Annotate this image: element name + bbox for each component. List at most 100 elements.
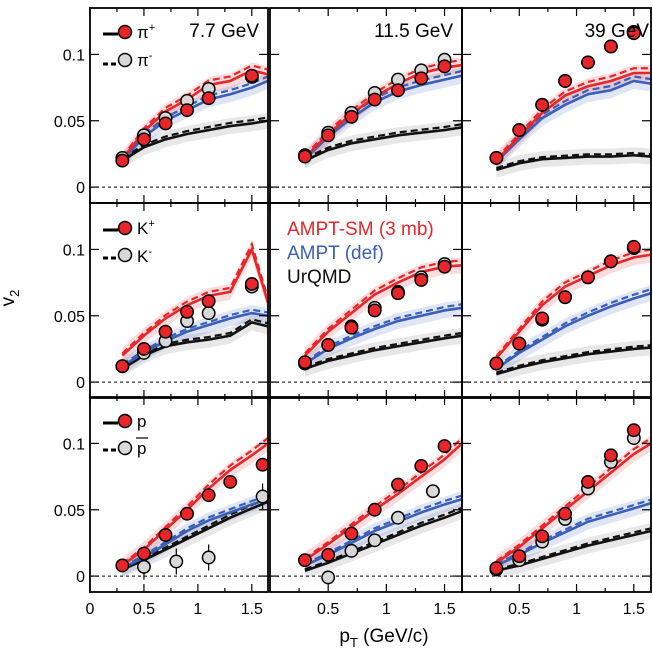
panel-proton-1: 0.5 1 1.5 xyxy=(269,396,463,618)
ampt_sm-line-minus xyxy=(304,437,463,560)
x-axis-label-main: p xyxy=(339,626,350,647)
data-point-plus xyxy=(603,254,618,269)
legend-ampt-sm: AMPT-SM (3 mb) xyxy=(287,219,434,240)
energy-label-39: 39 GeV xyxy=(585,21,650,42)
data-point-plus xyxy=(437,439,452,454)
ampt_sm-line-minus xyxy=(495,437,652,562)
ampt_sm-line-plus xyxy=(495,253,652,360)
urqmd-line-minus xyxy=(496,344,652,374)
data-point-plus xyxy=(391,477,405,492)
data-point-plus xyxy=(367,92,382,107)
data-point-plus xyxy=(367,303,382,318)
legend-kaon-plus-particle: K xyxy=(137,219,149,238)
ampt_def-line-minus xyxy=(495,288,652,368)
data-point-plus xyxy=(255,457,270,472)
data-point-plus xyxy=(321,128,336,143)
legend-pion-plus-marker xyxy=(117,24,133,40)
ampt_def-line-plus xyxy=(495,291,652,370)
panel-frame xyxy=(89,396,269,593)
urqmd-line-minus xyxy=(304,331,463,369)
legend-kaon-plus-label: K+ xyxy=(137,218,155,238)
energy-label-11-5: 11.5 GeV xyxy=(374,21,453,42)
x-tick-label: 1.5 xyxy=(241,601,263,618)
legend-ampt-def: AMPT (def) xyxy=(287,243,384,264)
data-point-plus xyxy=(489,356,504,371)
ampt_def-line-minus xyxy=(304,303,463,363)
data-point-plus xyxy=(344,109,359,124)
ampt_sm-line-minus xyxy=(121,437,269,565)
data-point-plus xyxy=(344,526,359,541)
panel-proton-2: 0.5 1 1.5 xyxy=(461,396,652,618)
ampt_sm-line-plus xyxy=(495,442,652,564)
data-point-plus xyxy=(558,506,573,521)
x-tick-label: 1.5 xyxy=(623,601,645,618)
x-tick-label: 1 xyxy=(572,601,581,618)
x-tick-label: 0.5 xyxy=(508,601,530,618)
data-point-plus xyxy=(367,502,382,517)
y-axis-label-sub: 2 xyxy=(7,290,22,297)
urqmd-band xyxy=(496,147,651,178)
data-point-plus xyxy=(180,506,195,521)
y-tick-label: 0.05 xyxy=(54,114,85,131)
data-point-plus xyxy=(581,270,595,285)
ampt_def-line-minus xyxy=(121,308,269,366)
data-point-plus xyxy=(558,290,573,305)
ampt_sm-line-minus xyxy=(121,64,269,158)
data-point-minus xyxy=(425,484,440,499)
data-point-plus xyxy=(437,259,452,274)
urqmd-line-plus xyxy=(121,119,269,162)
x-axis-label: pT (GeV/c) xyxy=(339,626,428,650)
data-point-plus xyxy=(321,547,336,562)
data-point-plus xyxy=(223,474,238,489)
data-point-plus xyxy=(581,55,595,70)
x-tick-label: 0 xyxy=(86,601,95,618)
data-point-plus xyxy=(180,304,195,319)
panel-frame xyxy=(461,202,652,399)
energy-label-7-7: 7.7 GeV xyxy=(189,21,259,42)
y-tick-label: 0 xyxy=(76,375,85,392)
data-point-minus xyxy=(201,306,216,321)
panel-kaon-0: 0 0.05 0.1 xyxy=(54,202,270,399)
data-point-minus xyxy=(321,570,336,585)
legend-urqmd: UrQMD xyxy=(287,267,351,288)
data-point-plus xyxy=(115,153,130,168)
urqmd-line-plus xyxy=(304,509,463,573)
legend-pion-plus-charge: + xyxy=(149,22,155,34)
legend-proton-plus-label: p xyxy=(137,412,146,431)
data-point-plus xyxy=(297,553,312,568)
legend-pion-minus-label: π- xyxy=(137,50,153,70)
urqmd-line-minus xyxy=(121,318,269,369)
data-point-plus xyxy=(512,123,527,137)
data-point-plus xyxy=(201,488,216,503)
data-point-plus xyxy=(136,546,151,561)
data-point-minus xyxy=(255,489,270,504)
data-point-plus xyxy=(158,324,173,339)
data-point-plus xyxy=(158,528,173,542)
data-point-plus xyxy=(391,83,405,98)
data-point-plus xyxy=(414,459,429,473)
data-point-plus xyxy=(489,150,504,165)
data-point-minus xyxy=(169,554,184,569)
y-axis-label-main: v xyxy=(0,296,19,306)
data-point-plus xyxy=(136,132,151,147)
data-point-plus xyxy=(201,294,216,309)
legend-kaon-minus-particle: K xyxy=(137,247,149,266)
data-point-minus xyxy=(391,510,405,525)
panel-kaon-1 xyxy=(269,202,463,399)
panel-kaon-2 xyxy=(461,202,652,399)
urqmd-line-plus xyxy=(496,153,652,172)
ampt_sm-line-plus xyxy=(121,442,269,567)
data-point-plus xyxy=(115,558,130,573)
ampt_sm-band xyxy=(496,246,651,367)
panel-frame xyxy=(89,202,269,399)
data-point-plus xyxy=(180,103,195,118)
legend-kaon-minus-label: K- xyxy=(137,246,152,266)
data-point-plus xyxy=(244,68,259,83)
data-point-plus xyxy=(437,59,452,74)
data-point-plus xyxy=(321,337,336,352)
data-point-plus xyxy=(391,286,405,301)
data-point-plus xyxy=(201,91,216,106)
x-axis-label-sub: T xyxy=(350,635,358,650)
ampt_def-band xyxy=(496,73,651,170)
